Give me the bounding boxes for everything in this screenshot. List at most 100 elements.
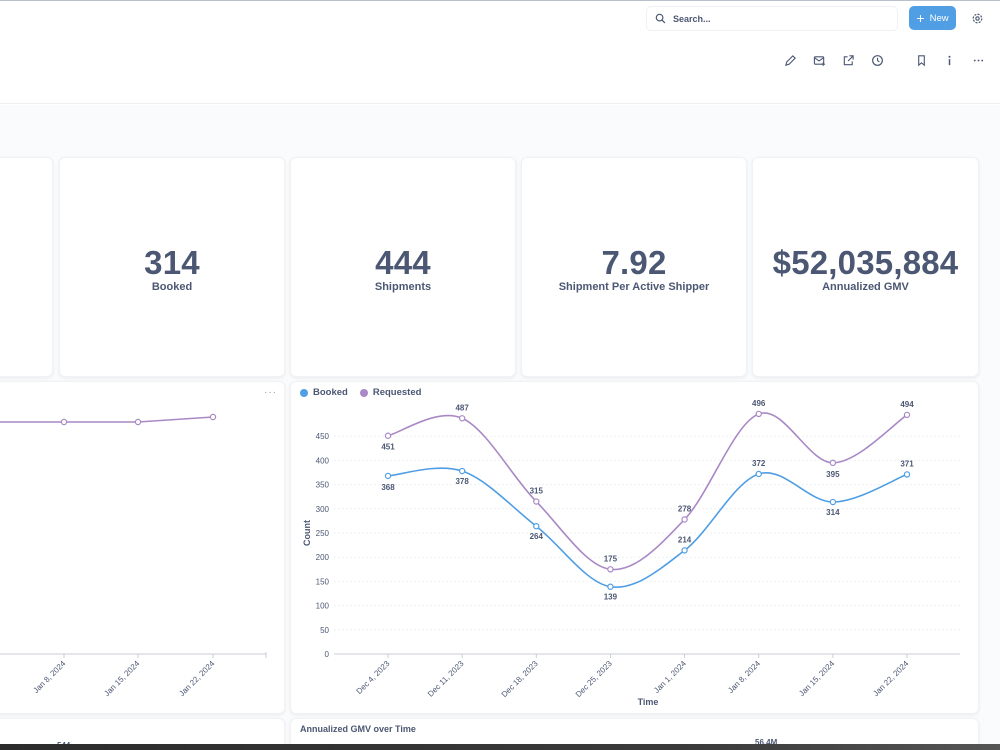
- data-label: 264: [530, 532, 544, 541]
- series-line-requested: [387, 412, 908, 571]
- x-tick-label: Dec 4, 2023: [355, 659, 392, 696]
- scalar-label: Shipments: [374, 281, 432, 293]
- scalar-label: Shipment Per Active Shipper: [558, 281, 710, 293]
- data-label: 372: [752, 459, 766, 468]
- data-point: [755, 470, 762, 478]
- scalar-value: 444: [375, 244, 431, 281]
- data-point: [903, 411, 911, 419]
- legend-label-requested: Requested: [372, 387, 422, 398]
- legend-item-booked[interactable]: Booked: [300, 387, 348, 398]
- left-series-line: [0, 416, 214, 423]
- y-tick-label: 450: [316, 432, 330, 441]
- left-data-point: [209, 413, 217, 421]
- scalar-value: 7.92: [601, 244, 667, 281]
- pencil-icon[interactable]: [782, 52, 798, 68]
- data-label: 487: [455, 403, 469, 412]
- clock-icon[interactable]: [869, 52, 885, 68]
- scalar-card-booked[interactable]: 314 Booked: [59, 157, 285, 377]
- card-menu-icon[interactable]: ···: [264, 387, 277, 398]
- data-point: [533, 523, 540, 530]
- legend-dot-booked: [300, 388, 308, 397]
- x-axis-label: Time: [638, 697, 659, 707]
- y-tick-label: 150: [316, 577, 330, 586]
- gmv-data-label: 56.4M: [755, 738, 778, 747]
- y-tick-label: 0: [325, 650, 330, 659]
- scalar-card-annualized-gmv[interactable]: $52,035,884 Annualized GMV: [752, 157, 979, 377]
- y-tick-label: 50: [320, 626, 329, 635]
- data-label: 278: [678, 504, 692, 513]
- y-tick-label: 200: [316, 553, 330, 562]
- data-point: [681, 547, 688, 554]
- new-button-label: New: [929, 12, 949, 24]
- data-label: 315: [530, 487, 544, 496]
- y-tick-label: 250: [316, 529, 330, 538]
- x-tick-label: Dec 11, 2023: [426, 659, 466, 699]
- legend-label-booked: Booked: [313, 387, 348, 398]
- new-button[interactable]: + New: [909, 6, 956, 30]
- data-point: [458, 467, 466, 475]
- data-label: 314: [826, 508, 840, 517]
- data-label: 214: [678, 535, 692, 544]
- more-icon[interactable]: [970, 52, 986, 68]
- data-point: [384, 432, 392, 439]
- legend-item-requested[interactable]: Requested: [359, 387, 422, 398]
- subscription-icon[interactable]: [811, 52, 827, 68]
- left-x-tick-label: Jan 15, 2024: [102, 659, 141, 698]
- search-icon: [655, 13, 666, 24]
- scalar-card-shipment-per-shipper[interactable]: 7.92 Shipment Per Active Shipper: [521, 157, 747, 377]
- x-tick-label: Jan 22, 2024: [871, 659, 910, 698]
- left-data-point: [134, 418, 142, 426]
- data-label: 378: [455, 477, 469, 486]
- left-x-tick-label: Jan 22, 2024: [177, 659, 216, 698]
- y-axis-label: Count: [302, 520, 312, 546]
- scalar-card-shipments[interactable]: 444 Shipments: [290, 157, 516, 377]
- data-label: 175: [604, 554, 618, 563]
- search-placeholder: Search...: [673, 13, 711, 24]
- data-point: [533, 498, 540, 505]
- scalar-card-partial[interactable]: [0, 157, 53, 377]
- info-icon[interactable]: [941, 52, 957, 68]
- data-point: [903, 471, 911, 478]
- screen-bottom-edge: [0, 744, 1000, 750]
- data-label: 139: [604, 593, 618, 602]
- data-label: 494: [900, 400, 914, 409]
- x-tick-label: Jan 15, 2024: [797, 659, 836, 698]
- data-label: 368: [381, 483, 395, 492]
- scalar-label: Annualized GMV: [822, 281, 909, 293]
- gear-icon[interactable]: [971, 12, 984, 25]
- left-chart-card[interactable]: [0, 381, 285, 714]
- data-point: [607, 583, 614, 590]
- data-label: 395: [826, 470, 840, 479]
- left-x-tick-label: Jan 8, 2024: [31, 659, 67, 695]
- x-tick-label: Dec 18, 2023: [500, 659, 540, 699]
- data-point: [458, 415, 466, 422]
- data-label: 496: [752, 399, 766, 408]
- data-point: [755, 410, 762, 418]
- x-tick-label: Dec 25, 2023: [574, 659, 614, 699]
- x-tick-label: Jan 8, 2024: [726, 659, 762, 695]
- data-label: 451: [381, 443, 395, 452]
- plus-icon: +: [916, 10, 925, 26]
- legend-dot-requested: [359, 388, 368, 397]
- scalar-value: 314: [144, 244, 200, 281]
- data-point: [829, 498, 837, 506]
- x-tick-label: Jan 1, 2024: [652, 659, 688, 695]
- scalar-value: $52,035,884: [772, 244, 959, 281]
- bookmark-icon[interactable]: [913, 52, 929, 68]
- gmv-chart-title: Annualized GMV over Time: [300, 724, 416, 734]
- left-data-point: [60, 418, 68, 426]
- y-tick-label: 350: [316, 481, 330, 490]
- series-line-booked: [387, 467, 908, 588]
- dashboard-header: [0, 38, 1000, 104]
- y-tick-label: 400: [316, 456, 330, 465]
- y-tick-label: 100: [316, 602, 330, 611]
- data-label: 371: [900, 459, 914, 468]
- data-point: [681, 516, 688, 523]
- share-icon[interactable]: [840, 52, 856, 68]
- search-input[interactable]: Search...: [646, 6, 898, 31]
- data-point: [384, 472, 392, 480]
- y-tick-label: 300: [316, 505, 330, 514]
- scalar-label: Booked: [151, 281, 193, 293]
- top-navbar: Search... + New: [0, 0, 1000, 38]
